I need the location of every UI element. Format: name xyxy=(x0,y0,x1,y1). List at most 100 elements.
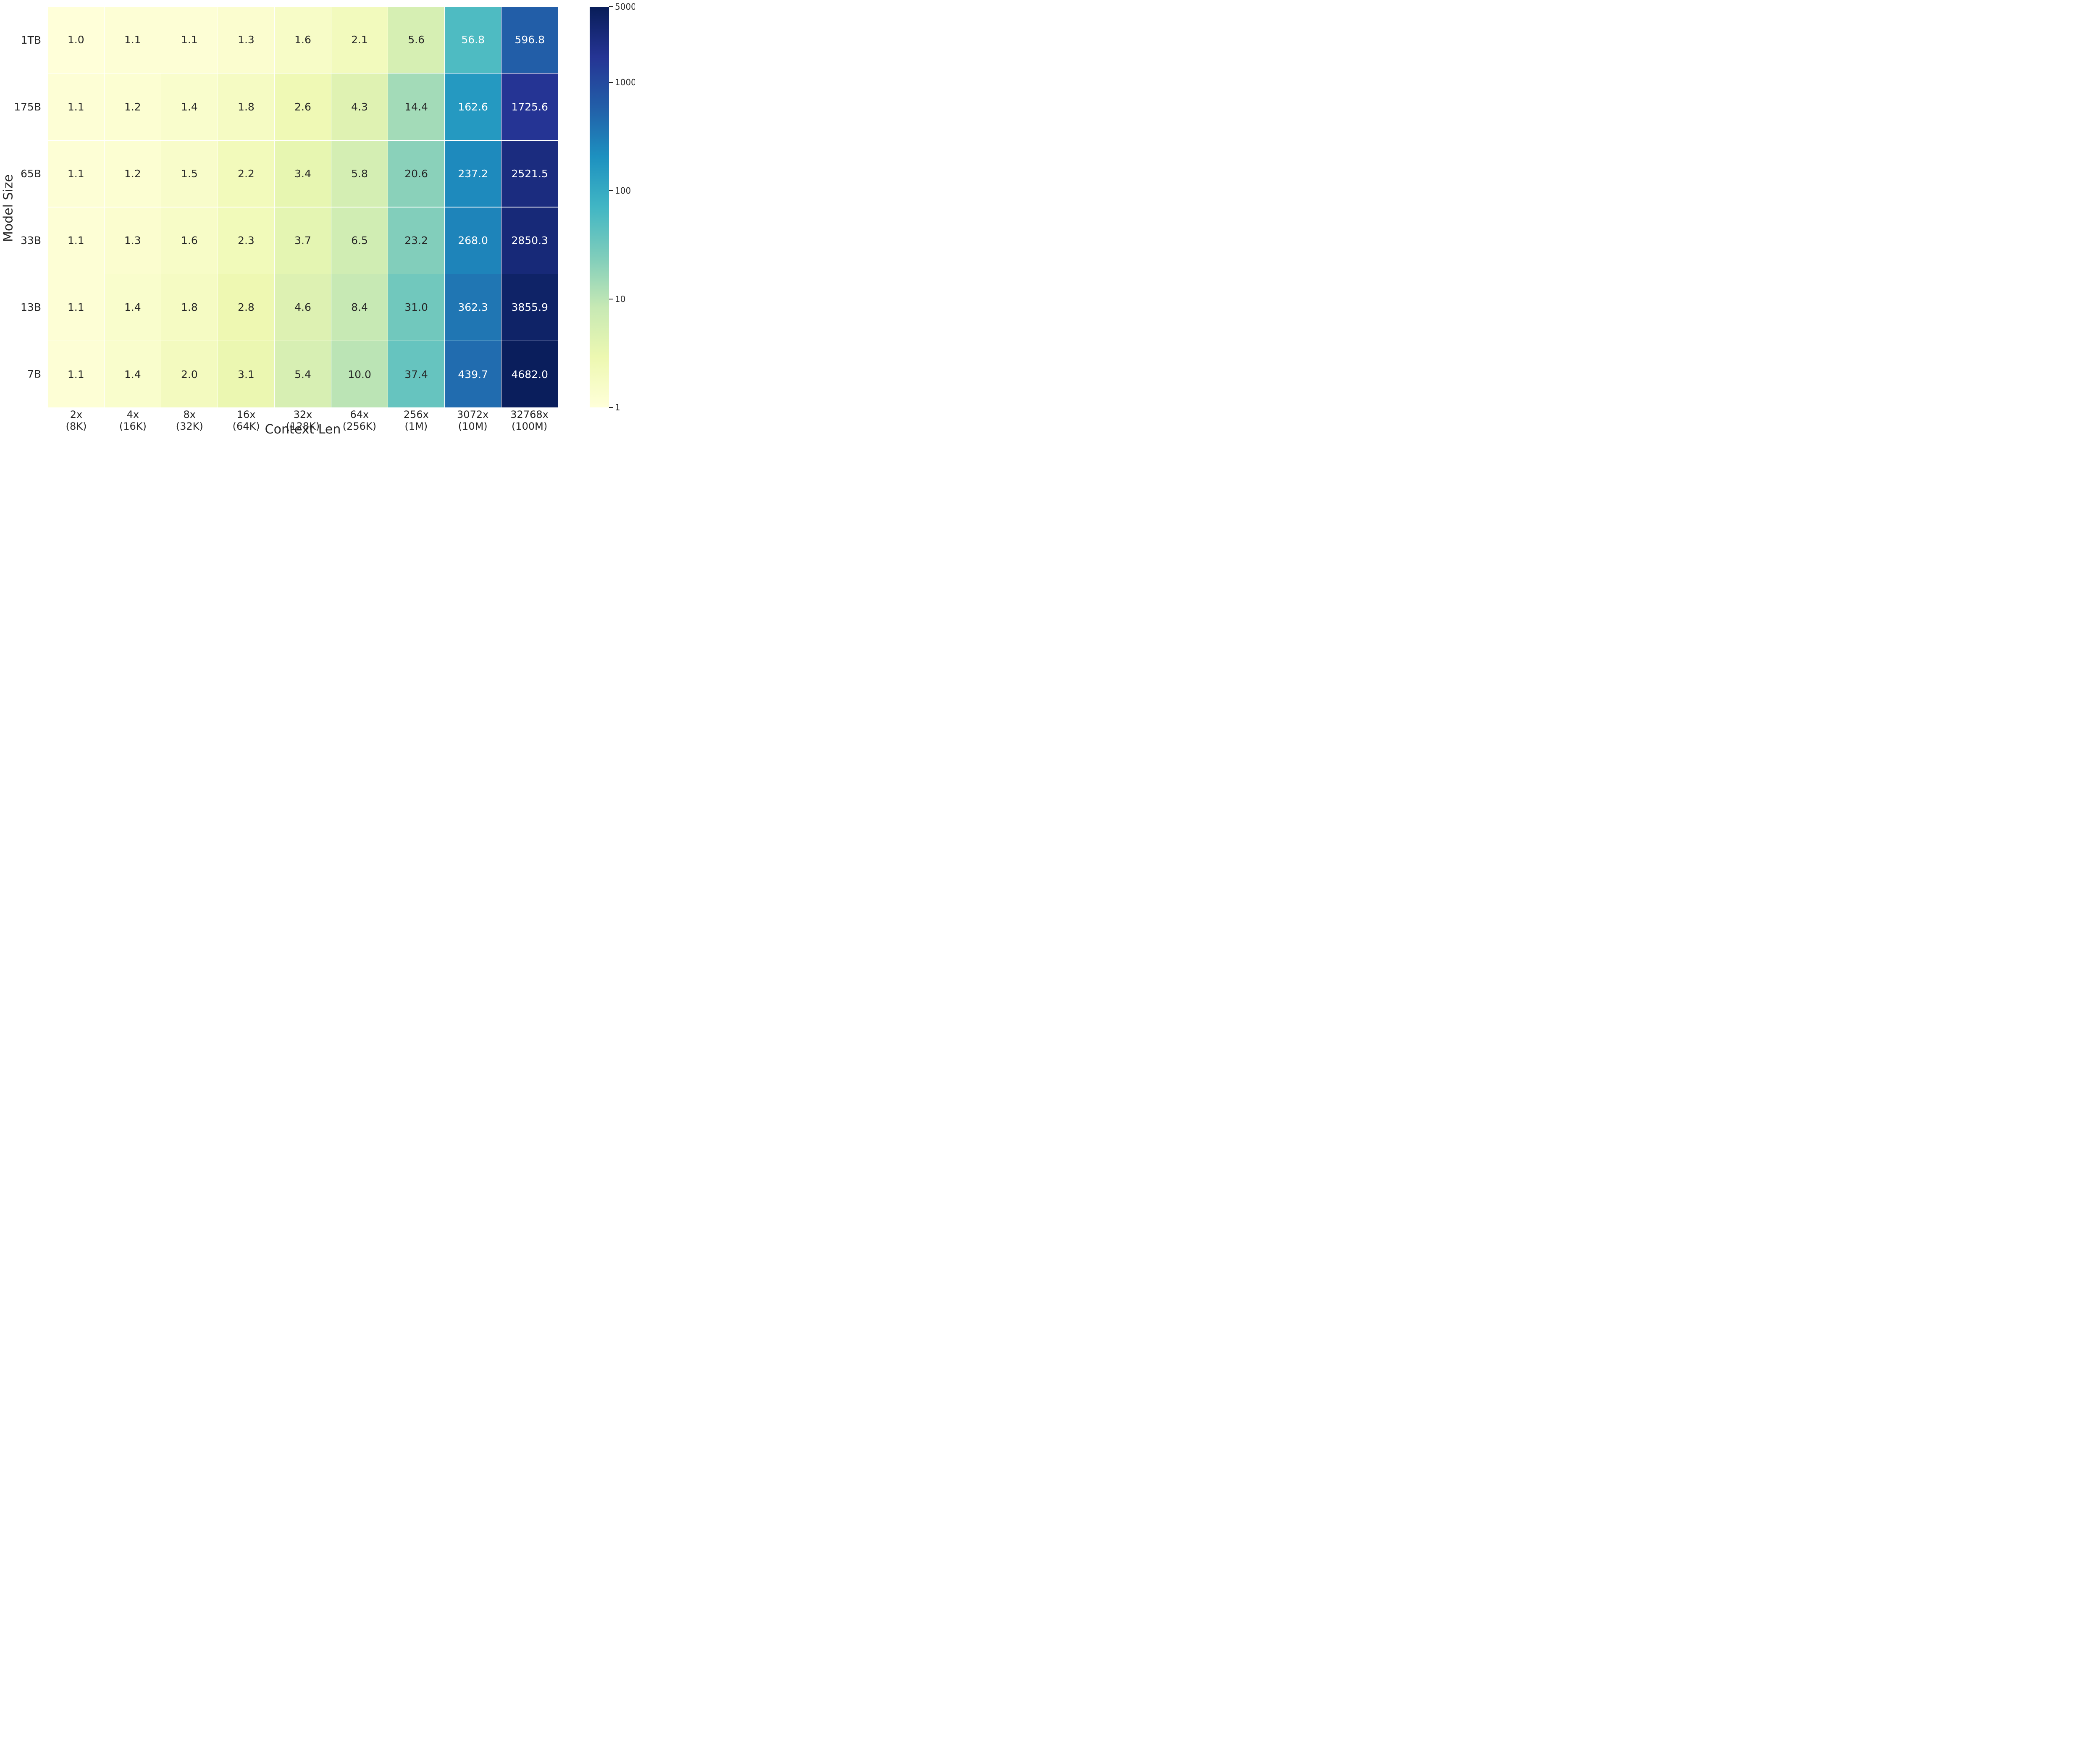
heatmap-cell: 1.2 xyxy=(105,74,161,140)
x-tick-label-line: 3072x xyxy=(457,409,489,420)
heatmap-cell: 2521.5 xyxy=(501,140,558,207)
x-tick-label: 8x (32K) xyxy=(161,409,218,433)
heatmap-cell: 2850.3 xyxy=(501,207,558,274)
x-tick-label-line: 16x xyxy=(236,409,256,420)
colorbar-tick-mark xyxy=(609,190,613,192)
heatmap-cell: 268.0 xyxy=(445,207,501,274)
colorbar-tick-label: 1000 xyxy=(615,77,635,88)
colorbar-tick: 5000 xyxy=(609,2,635,12)
heatmap-cell: 37.4 xyxy=(388,341,444,407)
x-tick-label-line: (64K) xyxy=(232,420,260,432)
colorbar-tick: 100 xyxy=(609,186,631,196)
heatmap-cell: 4.3 xyxy=(331,74,388,140)
heatmap-cell: 10.0 xyxy=(331,341,388,407)
colorbar-tick-mark xyxy=(609,298,613,300)
heatmap-cell: 1.3 xyxy=(218,7,274,73)
x-tick-labels: 2x (8K) 4x (16K) 8x (32K) 16x (64K) 32x (128K) 64x… xyxy=(48,409,558,433)
y-tick-label: 13B xyxy=(21,301,41,313)
colorbar-gradient xyxy=(590,7,609,407)
colorbar-tick-mark xyxy=(609,407,613,408)
x-tick-label: 3072x (10M) xyxy=(444,409,501,433)
colorbar-tick-label: 5000 xyxy=(615,2,635,12)
heatmap-grid: 1.0 1.1 1.1 1.3 1.6 2.1 5.6 56.8 596.8 1.1 1.2 1.4 1… xyxy=(48,7,558,407)
heatmap-cell: 362.3 xyxy=(445,274,501,341)
y-tick-label: 65B xyxy=(21,168,41,180)
heatmap-cell: 1725.6 xyxy=(501,74,558,140)
heatmap-cell: 2.8 xyxy=(218,274,274,341)
colorbar-tick-label: 10 xyxy=(615,294,626,305)
x-tick-label: 32x (128K) xyxy=(275,409,331,433)
heatmap-cell: 1.6 xyxy=(275,7,331,73)
x-tick-label: 64x (256K) xyxy=(331,409,388,433)
heatmap-cell: 1.8 xyxy=(218,74,274,140)
x-tick-label-line: 32768x xyxy=(510,409,549,420)
heatmap-cell: 5.8 xyxy=(331,140,388,207)
heatmap-cell: 2.3 xyxy=(218,207,274,274)
colorbar-tick: 1 xyxy=(609,402,620,412)
x-tick-label-line: (16K) xyxy=(119,420,147,432)
x-tick-label-line: 256x xyxy=(403,409,429,420)
x-tick-label: 16x (64K) xyxy=(218,409,275,433)
colorbar-tick-label: 100 xyxy=(615,186,631,196)
heatmap-cell: 162.6 xyxy=(445,74,501,140)
heatmap-cell: 1.2 xyxy=(105,140,161,207)
x-tick-label-line: 8x xyxy=(183,409,196,420)
heatmap-cell: 1.4 xyxy=(105,274,161,341)
heatmap-cell: 3.1 xyxy=(218,341,274,407)
x-tick-label-line: (32K) xyxy=(176,420,203,432)
heatmap-cell: 2.1 xyxy=(331,7,388,73)
x-axis-label: Context Len xyxy=(265,422,341,437)
x-tick-label-line: (256K) xyxy=(342,420,377,432)
x-tick-label-line: (100M) xyxy=(511,420,548,432)
heatmap-cell: 5.4 xyxy=(275,341,331,407)
colorbar-tick-label: 1 xyxy=(615,402,620,412)
x-tick-label: 2x (8K) xyxy=(48,409,105,433)
heatmap-cell: 2.0 xyxy=(161,341,218,407)
heatmap-cell: 596.8 xyxy=(501,7,558,73)
heatmap-cell: 4682.0 xyxy=(501,341,558,407)
y-tick-label: 33B xyxy=(21,234,41,247)
heatmap-cell: 31.0 xyxy=(388,274,444,341)
heatmap-cell: 1.8 xyxy=(161,274,218,341)
heatmap-cell: 3855.9 xyxy=(501,274,558,341)
heatmap-cell: 8.4 xyxy=(331,274,388,341)
heatmap-cell: 1.1 xyxy=(48,140,104,207)
heatmap-cell: 1.6 xyxy=(161,207,218,274)
heatmap-cell: 1.5 xyxy=(161,140,218,207)
heatmap-cell: 23.2 xyxy=(388,207,444,274)
heatmap-cell: 1.1 xyxy=(105,7,161,73)
x-tick-label-line: (8K) xyxy=(66,420,87,432)
heatmap-cell: 6.5 xyxy=(331,207,388,274)
heatmap-cell: 4.6 xyxy=(275,274,331,341)
heatmap-cell: 1.1 xyxy=(161,7,218,73)
heatmap-cell: 1.4 xyxy=(105,341,161,407)
y-tick-label: 7B xyxy=(27,368,41,380)
heatmap-cell: 3.4 xyxy=(275,140,331,207)
x-tick-label-line: 64x xyxy=(350,409,369,420)
heatmap-figure: Model Size 1TB 175B 65B 33B 13B 7B 1.0 1.1 1.1 1… xyxy=(0,0,635,437)
x-tick-label: 256x (1M) xyxy=(388,409,444,433)
heatmap-cell: 1.1 xyxy=(48,74,104,140)
colorbar-ticks: 5000 1000 100 10 1 xyxy=(609,2,635,412)
heatmap-cell: 20.6 xyxy=(388,140,444,207)
y-tick-labels: 1TB 175B 65B 33B 13B 7B xyxy=(0,7,45,407)
heatmap-cell: 1.3 xyxy=(105,207,161,274)
heatmap-cell: 1.4 xyxy=(161,74,218,140)
colorbar-tick-mark xyxy=(609,6,613,8)
x-tick-label: 32768x (100M) xyxy=(501,409,558,433)
heatmap-cell: 1.1 xyxy=(48,341,104,407)
x-tick-label-line: 2x xyxy=(70,409,83,420)
x-tick-label-line: (10M) xyxy=(458,420,488,432)
heatmap-cell: 1.0 xyxy=(48,7,104,73)
heatmap-cell: 237.2 xyxy=(445,140,501,207)
y-tick-label: 175B xyxy=(14,101,41,113)
colorbar-tick-mark xyxy=(609,82,613,83)
heatmap-cell: 1.1 xyxy=(48,274,104,341)
x-tick-label-line: 4x xyxy=(126,409,139,420)
heatmap-cell: 3.7 xyxy=(275,207,331,274)
heatmap-cell: 439.7 xyxy=(445,341,501,407)
heatmap-cell: 2.6 xyxy=(275,74,331,140)
heatmap-cell: 14.4 xyxy=(388,74,444,140)
heatmap-cell: 2.2 xyxy=(218,140,274,207)
x-tick-label-line: (1M) xyxy=(404,420,428,432)
